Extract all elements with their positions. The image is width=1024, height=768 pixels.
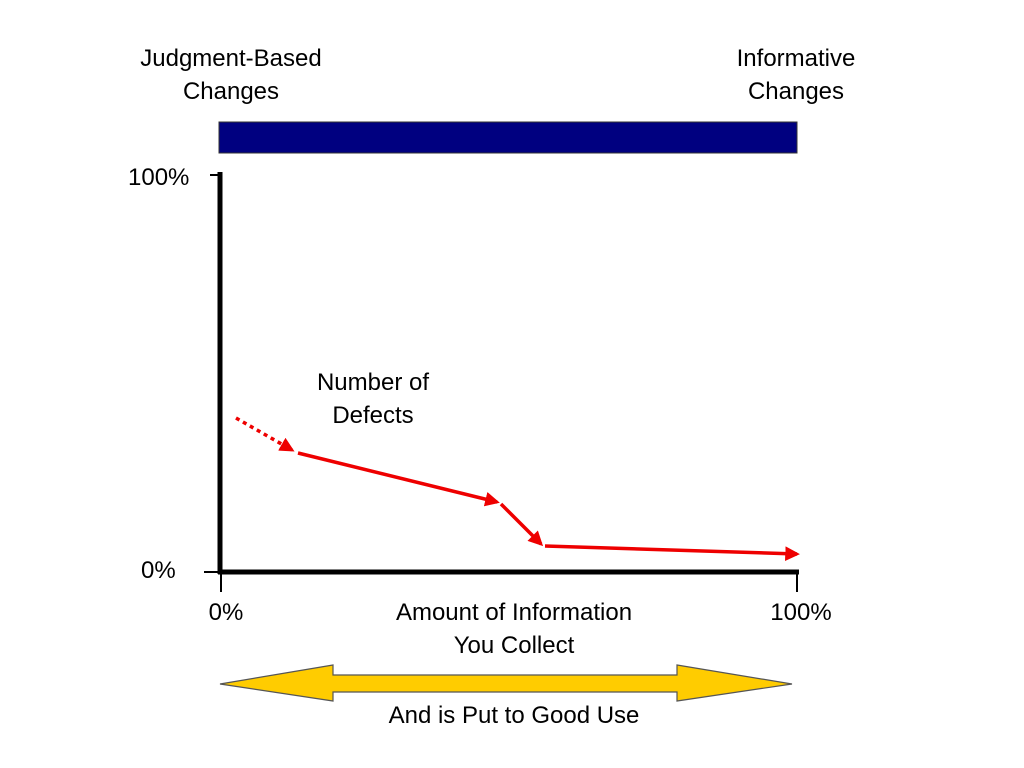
x-axis-max-label: 100% [770,599,832,626]
judgment-based-line-2: Changes [182,78,280,105]
informative-line-1: Informative [736,45,856,72]
x-axis-min-label: 0% [208,599,244,626]
defects-label-line-1: Number of [316,369,430,396]
double-headed-arrow [219,664,793,702]
informative-label: Informative Changes [686,42,906,108]
y-axis-min-label: 0% [141,557,176,584]
x-axis-title-line-1: Amount of Information [395,599,633,626]
defects-dotted-segment [235,416,295,452]
x-axis-title: Amount of Information You Collect [354,596,674,662]
defects-label-line-2: Defects [332,402,414,429]
informative-line-2: Changes [747,78,845,105]
judgment-based-line-1: Judgment-Based [140,45,322,72]
x-axis-title-line-2: You Collect [453,632,575,659]
defects-segment-1 [297,451,500,507]
good-use-label: And is Put to Good Use [388,702,640,729]
defects-segment-2 [499,502,544,547]
y-axis-max-label: 100% [128,164,190,191]
defects-segment-3 [544,544,800,561]
judgment-based-label: Judgment-Based Changes [106,42,356,108]
top-range-bar [218,121,798,154]
number-of-defects-label: Number of Defects [273,366,473,432]
